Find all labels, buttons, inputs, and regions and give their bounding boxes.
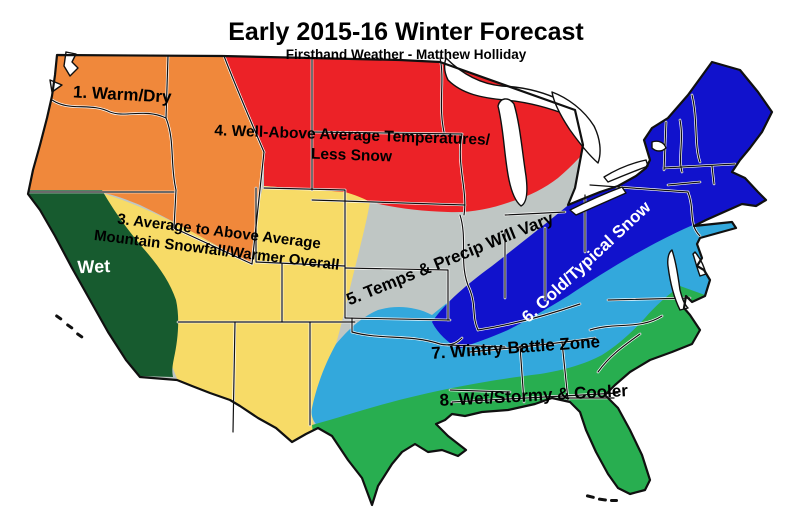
zone-3-region: [102, 186, 370, 441]
zone-2-label: 2. Wet: [57, 256, 110, 278]
channel-island: [66, 323, 74, 330]
zone-2-region: [28, 190, 179, 377]
lake-champlain: [651, 140, 667, 152]
zone-1-region: [28, 55, 264, 264]
florida-key: [597, 497, 607, 502]
lake-michigan: [497, 98, 528, 207]
channel-island: [55, 314, 63, 321]
lake-erie: [569, 186, 627, 216]
lake-huron: [551, 91, 601, 164]
zone-4-label-line2: Less Snow: [311, 146, 393, 166]
us-outline: [26, 53, 774, 507]
islands: [55, 314, 618, 502]
page-subtitle: Firsthand Weather - Matthew Holliday: [286, 47, 527, 62]
channel-island: [76, 332, 84, 339]
zone-6-region: [432, 55, 772, 349]
florida-key: [610, 499, 618, 502]
page-title: Early 2015-16 Winter Forecast: [228, 18, 584, 46]
state-borders: [26, 54, 737, 434]
florida-key: [585, 494, 595, 499]
puget-sound: [63, 51, 79, 77]
